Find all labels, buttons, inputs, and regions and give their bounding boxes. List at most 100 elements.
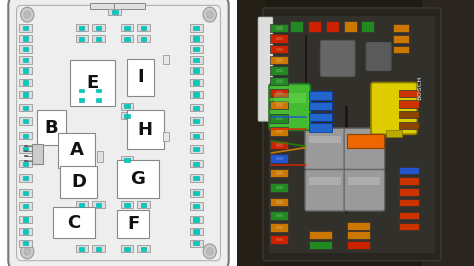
Bar: [92, 96, 104, 103]
Bar: [193, 147, 199, 151]
Circle shape: [21, 7, 34, 22]
Circle shape: [203, 7, 216, 22]
Bar: [190, 67, 203, 74]
Bar: [270, 56, 288, 64]
Bar: [120, 156, 133, 163]
Bar: [193, 204, 199, 208]
Bar: [270, 141, 288, 149]
Bar: [23, 241, 28, 246]
Bar: [124, 114, 129, 118]
Bar: [190, 56, 203, 64]
Bar: [120, 24, 133, 31]
Bar: [190, 104, 203, 111]
Bar: [23, 106, 28, 110]
Bar: [237, 0, 265, 266]
Bar: [290, 21, 303, 32]
Bar: [120, 103, 133, 110]
Bar: [309, 91, 332, 100]
Bar: [190, 160, 203, 167]
Bar: [190, 117, 203, 125]
Bar: [190, 91, 203, 98]
Bar: [399, 111, 419, 118]
Bar: [399, 199, 419, 206]
Bar: [193, 161, 199, 166]
Bar: [270, 34, 288, 43]
Bar: [96, 203, 101, 207]
Bar: [393, 35, 409, 43]
Circle shape: [24, 11, 31, 18]
Bar: [399, 167, 419, 174]
Bar: [304, 35, 307, 136]
FancyBboxPatch shape: [258, 17, 273, 121]
Bar: [190, 45, 203, 53]
Bar: [193, 217, 199, 222]
Bar: [23, 36, 28, 41]
Bar: [19, 202, 32, 210]
Bar: [23, 134, 28, 138]
Bar: [393, 46, 409, 53]
Bar: [190, 228, 203, 235]
Bar: [19, 132, 32, 139]
Bar: [23, 191, 28, 195]
Text: A: A: [70, 141, 83, 159]
Bar: [19, 189, 32, 197]
Circle shape: [206, 248, 213, 255]
Bar: [270, 183, 288, 192]
Bar: [117, 210, 149, 238]
Bar: [309, 123, 332, 132]
Bar: [92, 35, 104, 42]
FancyBboxPatch shape: [344, 169, 385, 211]
Bar: [141, 26, 146, 30]
Bar: [124, 37, 129, 40]
Text: H: H: [137, 121, 153, 139]
Bar: [275, 186, 283, 189]
Bar: [124, 105, 129, 108]
Bar: [19, 56, 32, 64]
Bar: [193, 241, 199, 246]
Bar: [141, 247, 146, 251]
Text: E: E: [86, 74, 99, 92]
Bar: [23, 161, 28, 166]
Bar: [23, 217, 28, 222]
Text: I: I: [137, 68, 144, 86]
Bar: [112, 10, 118, 14]
Bar: [92, 24, 104, 31]
Bar: [399, 122, 419, 129]
Bar: [124, 247, 129, 251]
Bar: [137, 201, 149, 208]
FancyBboxPatch shape: [320, 40, 355, 77]
Bar: [275, 103, 283, 107]
Bar: [120, 245, 133, 252]
Bar: [193, 58, 199, 62]
Bar: [23, 58, 28, 62]
Bar: [75, 245, 88, 252]
Bar: [19, 117, 32, 125]
Bar: [347, 134, 384, 148]
Bar: [347, 222, 370, 230]
Bar: [75, 24, 88, 31]
Bar: [193, 68, 199, 73]
Bar: [19, 240, 32, 247]
Bar: [270, 127, 288, 136]
Bar: [19, 174, 32, 182]
Bar: [193, 119, 199, 123]
Bar: [347, 241, 370, 249]
Bar: [270, 114, 288, 123]
Bar: [326, 21, 339, 32]
Bar: [19, 24, 32, 32]
Bar: [124, 203, 129, 207]
Bar: [275, 117, 283, 120]
Bar: [399, 223, 419, 230]
Bar: [137, 24, 149, 31]
Bar: [275, 26, 283, 30]
Bar: [270, 223, 288, 232]
Bar: [275, 157, 283, 160]
Bar: [308, 21, 321, 32]
Bar: [92, 201, 104, 208]
Bar: [270, 24, 288, 32]
Bar: [275, 48, 283, 51]
Bar: [90, 3, 121, 9]
Bar: [399, 177, 419, 185]
Bar: [270, 77, 288, 85]
Bar: [23, 147, 28, 151]
